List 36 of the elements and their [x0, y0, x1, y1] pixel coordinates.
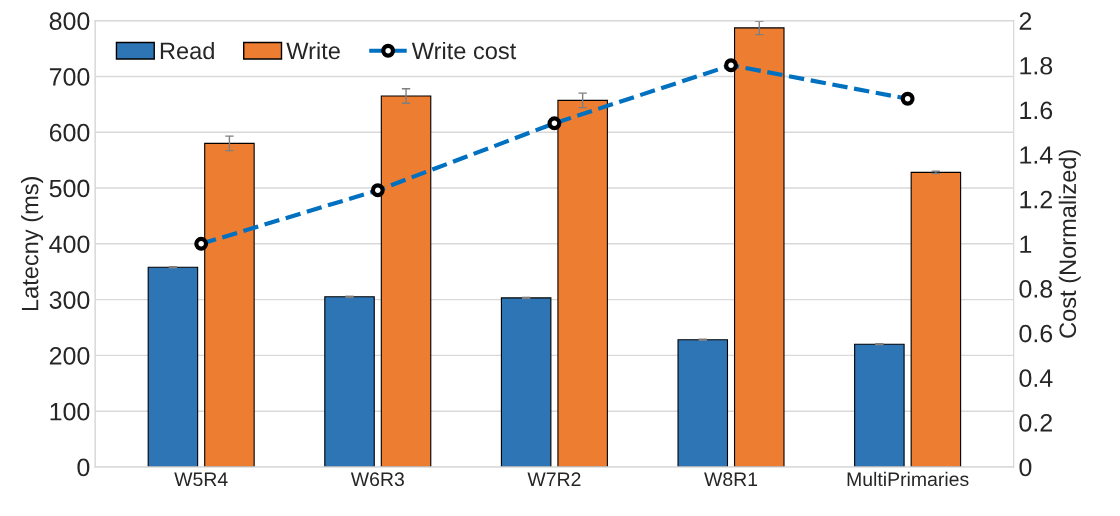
y2-tick-label: 2: [1019, 12, 1032, 30]
y-tick-label: 200: [49, 347, 90, 365]
y2-axis-title: Cost (Normalized): [1058, 150, 1081, 338]
bar: [500, 297, 552, 467]
y-tick-label: 100: [50, 402, 90, 421]
y2-tick-label: 0.6: [1019, 324, 1053, 343]
x-tick-label: W6R3: [350, 472, 404, 487]
x-tick-label: W7R2: [527, 472, 581, 486]
y2-tick-label: 1.8: [1020, 56, 1053, 75]
y2-tick-label: 1.6: [1020, 101, 1053, 120]
y2-tick-label: 1.2: [1020, 190, 1052, 209]
x-tick-label: W8R1: [704, 472, 758, 487]
legend-label: Write: [286, 41, 340, 60]
y-tick-label: 700: [49, 68, 90, 86]
y2-tick-label: 0.2: [1019, 413, 1052, 432]
legend-label: Write cost: [411, 41, 517, 60]
y-tick-label: 600: [49, 123, 90, 142]
bar: [147, 266, 199, 467]
bar: [910, 171, 962, 467]
legend-label: Read: [160, 41, 214, 60]
bar: [854, 343, 905, 467]
y-tick-label: 0: [77, 458, 90, 477]
y-tick-label: 500: [49, 179, 90, 198]
y2-tick-label: 0: [1019, 458, 1032, 477]
y2-tick-label: 1: [1020, 235, 1032, 253]
x-tick-label: MultiPrimaries: [847, 471, 969, 487]
y-tick-label: 300: [49, 291, 90, 309]
y-tick-label: 800: [49, 12, 90, 30]
y2-tick-label: 1.4: [1020, 146, 1053, 164]
y-axis-title: Latecny (ms): [21, 177, 44, 311]
bar: [324, 296, 375, 467]
y2-tick-label: 0.8: [1019, 280, 1053, 298]
y-tick-label: 400: [49, 235, 90, 254]
bar: [677, 339, 729, 467]
x-tick-label: W5R4: [174, 472, 228, 487]
y2-tick-label: 0.4: [1019, 369, 1053, 388]
